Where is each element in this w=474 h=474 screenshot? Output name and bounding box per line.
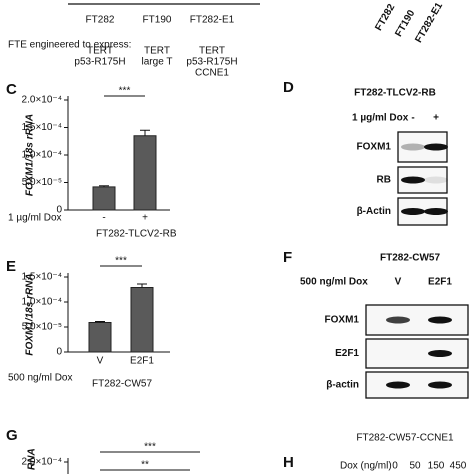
band — [401, 208, 425, 215]
lane-label: 150 — [428, 461, 445, 472]
band — [428, 381, 452, 389]
significance: ** — [141, 460, 149, 471]
y-axis-label: FOXM1/18s rRNA — [25, 114, 36, 196]
row-label: β-actin — [326, 380, 359, 391]
blot-title: FT282-CW57-CCNE1 — [356, 433, 454, 444]
rotated-label: FT282 — [373, 2, 397, 33]
cell-line: FT282-TLCV2-RB — [96, 229, 177, 240]
panel-label: G — [6, 427, 18, 444]
significance: *** — [119, 86, 131, 97]
band — [428, 316, 452, 324]
band — [386, 316, 410, 324]
construct-label: p53-R175H — [186, 57, 237, 68]
lane-label: 50 — [409, 461, 421, 472]
x-label: FT190 — [143, 15, 172, 26]
x-label: FT282 — [86, 15, 115, 26]
bar — [88, 322, 112, 353]
rotated-label: FT190 — [393, 8, 417, 39]
blot-frame — [365, 371, 469, 399]
x-tick-label: E2F1 — [130, 356, 154, 367]
row-label: E2F1 — [335, 348, 359, 359]
panel-label: C — [6, 81, 17, 98]
blot-title: FT282-CW57 — [380, 253, 440, 264]
y-axis-label: FOXM1/18s rRNA — [25, 273, 36, 355]
row-label: FOXM1 — [325, 315, 360, 326]
construct-label: TERT — [144, 46, 170, 57]
band — [386, 381, 410, 389]
treatment-label: Dox (ng/ml) — [340, 461, 392, 472]
y-tick-label: 2.0×10⁻⁴ — [22, 95, 62, 106]
treatment-label: 1 µg/ml Dox — [8, 213, 62, 224]
lane-label: 0 — [392, 461, 398, 472]
panel-label: E — [6, 258, 16, 275]
bar — [92, 186, 116, 211]
rotated-label: FT282-E1 — [413, 0, 445, 44]
bar — [133, 135, 157, 211]
lane-label: E2F1 — [428, 277, 452, 288]
construct-label: TERT — [199, 46, 225, 57]
band — [424, 143, 448, 151]
y-axis-label-fragment: RNA — [27, 448, 38, 470]
significance: *** — [144, 442, 156, 453]
construct-label: large T — [142, 57, 173, 68]
x-tick-label: V — [97, 356, 104, 367]
band — [401, 176, 425, 184]
row-label: β-Actin — [357, 206, 391, 217]
x-label: FT282-E1 — [190, 15, 235, 26]
treatment-label: 500 ng/ml Dox — [8, 373, 72, 384]
y-tick-label: 1.0×10⁻⁴ — [22, 297, 62, 308]
y-tick-label: 5.0×10⁻⁵ — [22, 322, 62, 333]
blot-frame — [365, 304, 469, 336]
treatment-label: 1 µg/ml Dox — [352, 113, 409, 124]
lane-label: + — [433, 113, 439, 124]
x-tick-label: + — [142, 213, 148, 224]
band — [424, 176, 448, 184]
band — [428, 350, 452, 357]
lane-label: V — [395, 277, 402, 288]
y-tick-label: 0 — [56, 205, 62, 216]
construct-label: TERT — [87, 46, 113, 57]
x-tick-label: - — [102, 213, 105, 224]
cell-line: FT282-CW57 — [92, 379, 152, 390]
y-tick-label: 1.5×10⁻⁴ — [22, 272, 62, 283]
y-tick-label: 5.0×10⁻⁵ — [22, 177, 62, 188]
row-label: FOXM1 — [357, 142, 392, 153]
y-tick-label: 2.0×10⁻⁴ — [22, 457, 62, 468]
band — [401, 143, 425, 151]
panel-label: H — [283, 454, 294, 471]
lane-label: - — [411, 113, 414, 124]
construct-label: CCNE1 — [195, 68, 229, 79]
y-tick-label: 1.0×10⁻⁴ — [22, 150, 62, 161]
significance: *** — [115, 256, 127, 267]
panel-label: F — [283, 249, 292, 266]
lane-label: 450 — [450, 461, 467, 472]
y-tick-label: 1.5×10⁻⁴ — [22, 122, 62, 133]
treatment-label: 500 ng/ml Dox — [300, 277, 368, 288]
blot-frame — [365, 338, 469, 369]
y-tick-label: 0 — [56, 347, 62, 358]
panel-label: D — [283, 79, 294, 96]
construct-label: p53-R175H — [74, 57, 125, 68]
engineered-label: FTE engineered to express: — [8, 40, 131, 51]
band — [424, 208, 448, 215]
row-label: RB — [377, 175, 391, 186]
bar — [130, 287, 154, 353]
blot-title: FT282-TLCV2-RB — [354, 88, 436, 99]
